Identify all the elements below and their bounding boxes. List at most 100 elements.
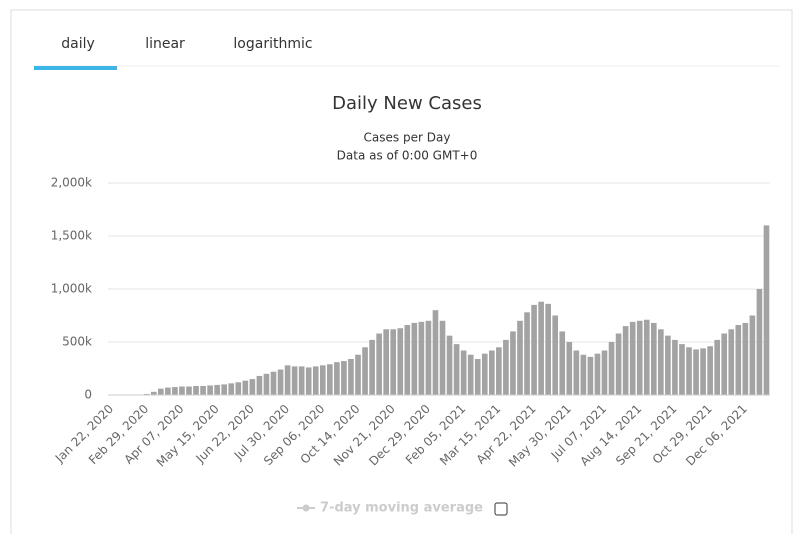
bar — [595, 354, 601, 395]
bar — [179, 387, 185, 395]
bar — [489, 350, 495, 395]
active-tab-indicator — [34, 66, 117, 70]
bar — [165, 388, 171, 395]
bar — [285, 365, 291, 395]
bar — [235, 382, 241, 395]
bar — [764, 225, 770, 395]
bar — [264, 374, 270, 395]
bar — [581, 355, 587, 395]
y-tick-label: 1,000k — [51, 282, 92, 296]
chart-title: Daily New Cases — [332, 93, 482, 114]
bar — [426, 321, 432, 395]
bar — [200, 386, 206, 395]
legend-item[interactable]: 7-day moving average — [297, 501, 483, 516]
bar — [707, 346, 713, 395]
bar — [376, 334, 382, 395]
legend-checkbox[interactable] — [495, 503, 507, 515]
bar — [355, 355, 361, 395]
bar — [468, 355, 474, 395]
bar — [172, 387, 178, 395]
bar — [278, 370, 284, 395]
y-tick-label: 2,000k — [51, 176, 92, 190]
bar — [412, 323, 418, 395]
bar — [679, 344, 685, 395]
bar — [271, 372, 277, 395]
bar — [419, 322, 425, 395]
bar — [531, 305, 537, 395]
bar — [602, 350, 608, 395]
bar — [221, 384, 227, 395]
bar — [313, 366, 319, 395]
bar — [588, 357, 594, 395]
bar — [517, 321, 523, 395]
bar — [672, 340, 678, 395]
bar — [623, 326, 629, 395]
bar — [228, 383, 234, 395]
bar — [362, 347, 368, 395]
bar — [404, 325, 410, 395]
bar — [243, 381, 249, 395]
bar — [390, 329, 396, 395]
bar — [496, 347, 502, 395]
bar — [369, 340, 375, 395]
bar — [292, 366, 298, 395]
tab[interactable]: daily — [61, 36, 95, 52]
bar — [714, 340, 720, 395]
bar — [686, 347, 692, 395]
bar — [447, 336, 453, 395]
bar — [665, 336, 671, 395]
tab[interactable]: linear — [145, 36, 185, 52]
bar — [250, 379, 256, 395]
bar — [503, 340, 509, 395]
legend-symbol — [303, 505, 310, 512]
bar — [510, 331, 516, 395]
bar — [559, 331, 565, 395]
bar — [454, 344, 460, 395]
bar — [158, 389, 164, 395]
bar — [616, 334, 622, 395]
bar — [637, 321, 643, 395]
chart-subtitle: Data as of 0:00 GMT+0 — [337, 149, 478, 163]
bar — [306, 367, 312, 395]
chart-subtitle: Cases per Day — [364, 131, 451, 145]
bar — [524, 312, 530, 395]
bar — [475, 359, 481, 395]
bar — [327, 364, 333, 395]
bar — [721, 334, 727, 395]
bar — [538, 302, 544, 395]
bar — [735, 325, 741, 395]
bar — [193, 386, 199, 395]
bar — [651, 323, 657, 395]
bar — [341, 361, 347, 395]
y-tick-label: 1,500k — [51, 229, 92, 243]
bar — [693, 349, 699, 395]
bar — [545, 304, 551, 395]
bar — [609, 342, 615, 395]
tab[interactable]: logarithmic — [233, 36, 312, 52]
y-tick-label: 0 — [84, 388, 92, 402]
bar — [658, 329, 664, 395]
bar — [440, 321, 446, 395]
bar — [552, 316, 558, 396]
bar — [750, 316, 756, 396]
bar — [728, 329, 734, 395]
bar — [757, 289, 763, 395]
bar — [320, 365, 326, 395]
bar — [644, 320, 650, 395]
bar — [257, 376, 263, 395]
legend-label: 7-day moving average — [320, 501, 483, 516]
bar — [566, 342, 572, 395]
bar — [299, 366, 305, 395]
bar — [397, 328, 403, 395]
bar — [207, 385, 213, 395]
bar — [214, 385, 220, 395]
bar — [186, 387, 192, 395]
bar — [334, 362, 340, 395]
bar — [743, 323, 749, 395]
bar — [630, 322, 636, 395]
bar — [461, 350, 467, 395]
y-tick-label: 500k — [62, 335, 92, 349]
bar — [433, 310, 439, 395]
bar — [574, 350, 580, 395]
